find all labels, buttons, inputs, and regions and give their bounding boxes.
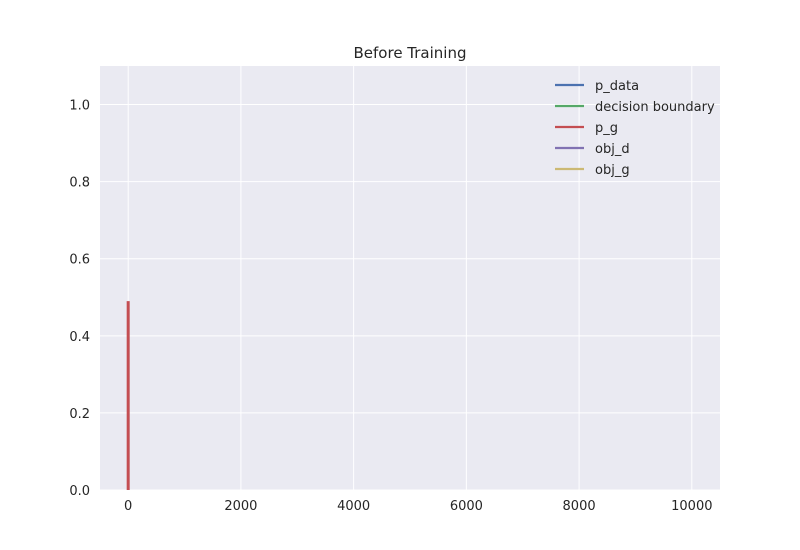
y-tick-label: 0.6 <box>69 253 90 268</box>
x-tick-label: 10000 <box>671 499 712 514</box>
y-tick-label: 0.0 <box>69 484 90 499</box>
x-tick-label: 6000 <box>450 499 483 514</box>
legend-label: obj_d <box>595 142 630 157</box>
legend: p_data decision boundary p_g obj_d obj_g <box>555 79 715 178</box>
legend-label: p_data <box>595 79 639 94</box>
x-tick-label: 8000 <box>563 499 596 514</box>
chart-title: Before Training <box>354 44 467 62</box>
y-tick-label: 1.0 <box>69 99 90 114</box>
x-tick-label: 2000 <box>224 499 257 514</box>
plot-area <box>100 66 720 490</box>
x-tick-label: 4000 <box>337 499 370 514</box>
x-axis: 0 2000 4000 6000 8000 10000 <box>124 499 712 514</box>
y-tick-label: 0.2 <box>69 407 90 422</box>
legend-label: decision boundary <box>595 100 715 115</box>
x-tick-label: 0 <box>124 499 132 514</box>
legend-label: obj_g <box>595 163 630 178</box>
y-axis: 0.0 0.2 0.4 0.6 0.8 1.0 <box>69 99 90 499</box>
grid <box>100 66 720 491</box>
legend-label: p_g <box>595 121 618 136</box>
y-tick-label: 0.8 <box>69 176 90 191</box>
y-tick-label: 0.4 <box>69 330 90 345</box>
